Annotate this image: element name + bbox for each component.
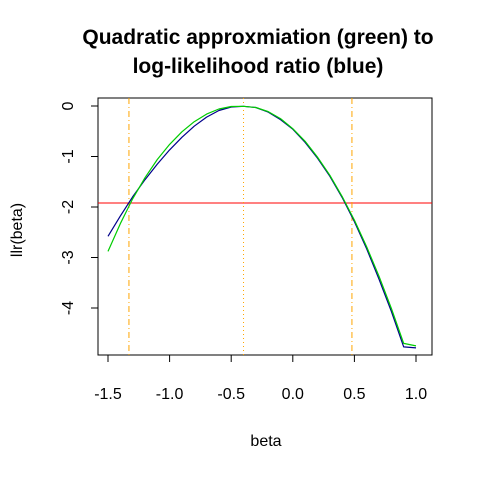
quadratic-curve-green [107, 105, 417, 347]
x-tick-label: 0.0 [282, 386, 304, 403]
chart-title-line-1: Quadratic approxmiation (green) to [82, 26, 433, 49]
x-tick-label: 0.5 [343, 386, 365, 403]
llr-curve-blue [107, 105, 417, 349]
plot-layer: -1.5 -1.0 -0.5 0.0 0.5 1.0 0 -1 -2 -3 -4 [60, 97, 433, 403]
y-axis-label: llr(beta) [9, 203, 26, 257]
x-tick-label: -1.5 [94, 386, 122, 403]
y-tick-label: -2 [60, 200, 77, 214]
plot-frame [97, 97, 433, 356]
x-axis-label: beta [250, 433, 281, 450]
y-tick-label: -3 [60, 250, 77, 264]
y-tick-label: 0 [60, 101, 77, 110]
y-tick-label: -4 [60, 301, 77, 315]
x-tick-label: -1.0 [156, 386, 184, 403]
x-tick-label: -0.5 [217, 386, 245, 403]
chart-title-line-2: log-likelihood ratio (blue) [133, 55, 384, 78]
y-tick-label: -1 [60, 149, 77, 163]
x-tick-label: 1.0 [405, 386, 427, 403]
